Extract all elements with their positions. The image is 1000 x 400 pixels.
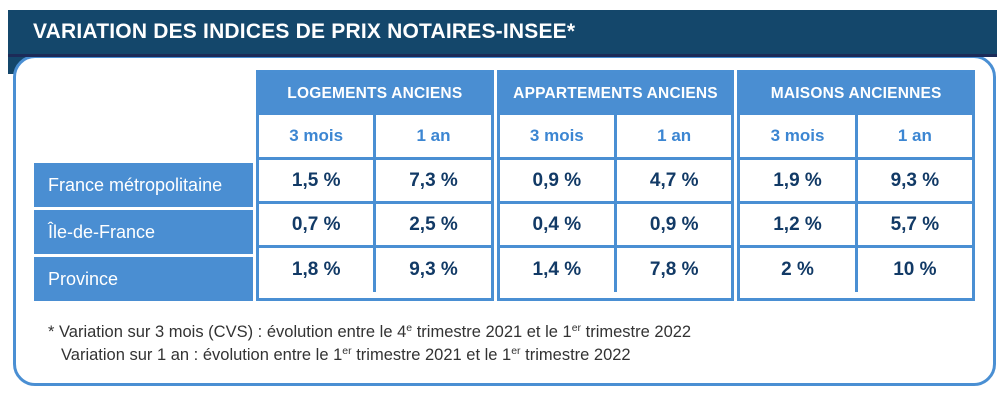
value-cell: 0,9 % <box>649 213 699 235</box>
table-row: 1,5 % 7,3 % <box>259 160 491 204</box>
value-cell: 1,4 % <box>500 248 618 292</box>
footnote-line-2: Variation sur 1 an : évolution entre le … <box>48 344 975 367</box>
value-cell: 1,5 % <box>259 160 377 201</box>
page-title: VARIATION DES INDICES DE PRIX NOTAIRES-I… <box>33 20 576 43</box>
value-cell: 7,8 % <box>649 259 699 280</box>
value-cell: 1,2 % <box>740 204 858 245</box>
row-label-ile-de-france: Île-de-France <box>34 210 253 254</box>
group-header-maisons-anciennes: MAISONS ANCIENNES <box>740 73 973 115</box>
group-appartements-anciens: APPARTEMENTS ANCIENS 3 mois 1 an 0,9 % 4… <box>496 70 735 301</box>
value-cell: 4,7 % <box>649 169 699 191</box>
footnote-text: * Variation sur 3 mois (CVS) : évolution… <box>48 323 407 341</box>
period-header-row: 3 mois 1 an <box>499 115 732 160</box>
value-cell: 9,3 % <box>890 169 940 191</box>
row-label-france-metropolitaine: France métropolitaine <box>34 163 253 207</box>
value-cell: 0,7 % <box>259 204 377 245</box>
footnote-text: trimestre 2022 <box>520 346 631 365</box>
table-row: 1,9 % 9,3 % <box>740 160 973 204</box>
period-header-3-mois: 3 mois <box>740 115 858 157</box>
value-cell: 5,7 % <box>890 213 940 235</box>
footnote-text: Variation sur 1 an : évolution entre le … <box>61 346 343 365</box>
label-column-spacer <box>34 70 253 163</box>
value-cell: 2,5 % <box>409 213 458 235</box>
footnote-superscript: er <box>342 345 352 358</box>
table-row: 1,4 % 7,8 % <box>500 248 732 292</box>
footnote-superscript: er <box>571 322 582 334</box>
footnote-superscript: er <box>511 345 521 358</box>
group-logements-anciens: LOGEMENTS ANCIENS 3 mois 1 an 1,5 % 7,3 … <box>256 70 494 301</box>
period-header-1-an: 1 an <box>416 126 451 145</box>
footnote-text: trimestre 2021 et le 1 <box>412 323 572 341</box>
value-cell: 1,9 % <box>740 160 858 201</box>
period-header-3-mois: 3 mois <box>259 115 377 157</box>
footnote-text: trimestre 2021 et le 1 <box>351 346 512 365</box>
row-label-province: Province <box>34 257 253 301</box>
table-row: 0,7 % 2,5 % <box>259 204 491 248</box>
footnote-text: trimestre 2022 <box>581 323 692 341</box>
value-cell: 0,9 % <box>500 160 618 201</box>
table-row: 1,2 % 5,7 % <box>740 204 973 248</box>
footnote-superscript: e <box>406 322 413 334</box>
table-row: 0,9 % 4,7 % <box>499 160 732 204</box>
period-header-1-an: 1 an <box>897 126 932 145</box>
value-cell: 0,4 % <box>500 204 618 245</box>
table-row: 2 % 10 % <box>740 248 972 292</box>
value-cell: 10 % <box>893 259 937 280</box>
value-cell: 7,3 % <box>409 169 458 191</box>
value-cell: 9,3 % <box>409 259 458 280</box>
value-cell: 1,8 % <box>259 248 377 292</box>
title-bar: VARIATION DES INDICES DE PRIX NOTAIRES-I… <box>8 10 997 57</box>
price-index-table: France métropolitaine Île-de-France Prov… <box>34 70 976 301</box>
period-header-1-an: 1 an <box>657 126 692 145</box>
group-header-logements-anciens: LOGEMENTS ANCIENS <box>259 73 491 115</box>
footnote: * Variation sur 3 mois (CVS) : évolution… <box>48 321 975 368</box>
row-label-column: France métropolitaine Île-de-France Prov… <box>34 70 253 301</box>
period-header-row: 3 mois 1 an <box>740 115 973 160</box>
value-cell: 2 % <box>740 248 858 292</box>
table-row: 0,4 % 0,9 % <box>499 204 732 248</box>
period-header-3-mois: 3 mois <box>500 115 618 157</box>
table-row: 1,8 % 9,3 % <box>259 248 491 292</box>
footnote-line-1: * Variation sur 3 mois (CVS) : évolution… <box>48 322 692 341</box>
group-maisons-anciennes: MAISONS ANCIENNES 3 mois 1 an 1,9 % 9,3 … <box>737 70 976 301</box>
content-panel: France métropolitaine Île-de-France Prov… <box>13 55 996 386</box>
group-header-appartements-anciens: APPARTEMENTS ANCIENS <box>499 73 732 115</box>
period-header-row: 3 mois 1 an <box>259 115 491 160</box>
